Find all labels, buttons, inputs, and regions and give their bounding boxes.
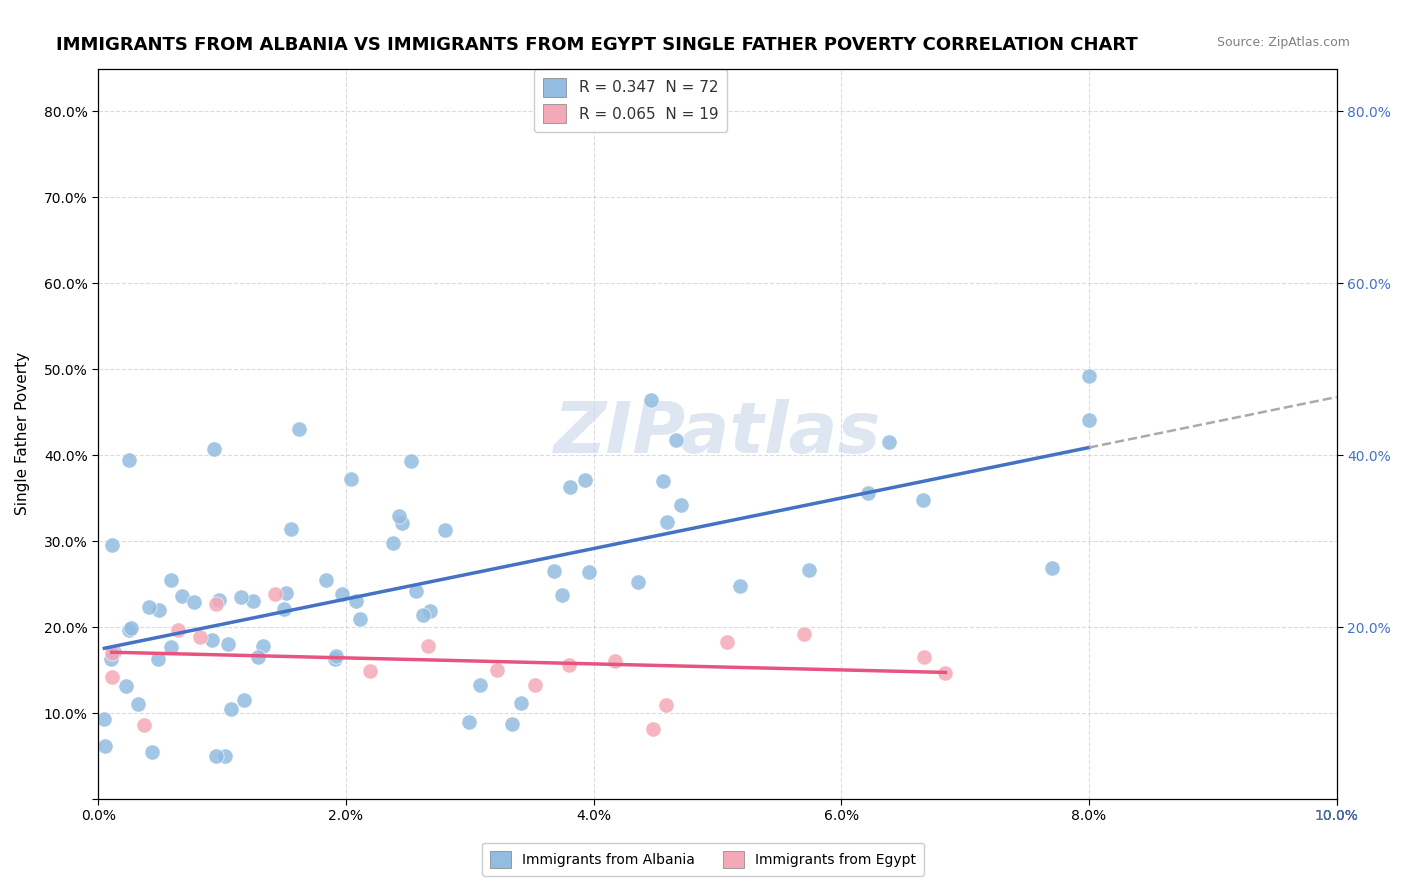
Point <box>231 591 253 605</box>
Text: ZIPatlas: ZIPatlas <box>554 400 882 468</box>
Point <box>219 702 242 716</box>
Point <box>359 664 381 678</box>
Point <box>560 480 582 494</box>
Text: IMMIGRANTS FROM ALBANIA VS IMMIGRANTS FROM EGYPT SINGLE FATHER POVERTY CORRELATI: IMMIGRANTS FROM ALBANIA VS IMMIGRANTS FR… <box>56 36 1137 54</box>
Point <box>1078 368 1101 383</box>
Point <box>205 597 228 611</box>
Point <box>349 611 371 625</box>
Point <box>543 564 565 578</box>
Point <box>419 604 441 618</box>
Legend: Immigrants from Albania, Immigrants from Egypt: Immigrants from Albania, Immigrants from… <box>482 843 924 876</box>
Text: Source: ZipAtlas.com: Source: ZipAtlas.com <box>1216 36 1350 49</box>
Point <box>339 471 361 485</box>
Point <box>655 698 678 712</box>
Point <box>1078 413 1101 427</box>
Point <box>205 749 228 764</box>
Point <box>856 486 879 500</box>
Point <box>485 663 508 677</box>
Point <box>172 589 194 603</box>
Point <box>323 652 346 666</box>
Point <box>94 739 117 753</box>
Point <box>558 658 581 673</box>
Point <box>391 516 413 530</box>
Point <box>665 433 688 447</box>
Point <box>252 640 274 654</box>
Point <box>641 723 664 737</box>
Point <box>346 594 368 608</box>
Point <box>188 630 211 644</box>
Point <box>551 588 574 602</box>
Point <box>793 627 815 641</box>
Point <box>280 522 302 536</box>
Point <box>202 442 225 456</box>
Point <box>118 453 141 467</box>
Point <box>416 639 439 653</box>
Point <box>148 603 170 617</box>
Point <box>201 632 224 647</box>
Point <box>412 607 434 622</box>
Point <box>214 749 236 764</box>
Point <box>146 652 169 666</box>
Point <box>114 679 136 693</box>
Point <box>325 649 347 664</box>
Point <box>524 678 547 692</box>
Point <box>273 601 295 615</box>
Point <box>934 666 956 681</box>
Point <box>118 623 141 637</box>
Point <box>501 717 523 731</box>
Point <box>138 599 160 614</box>
Point <box>574 474 596 488</box>
Y-axis label: Single Father Poverty: Single Father Poverty <box>15 352 30 516</box>
Point <box>640 393 662 408</box>
Point <box>100 538 122 552</box>
Point <box>127 697 149 711</box>
Point <box>468 678 491 692</box>
Point <box>912 493 935 508</box>
Point <box>728 578 751 592</box>
Point <box>276 585 298 599</box>
Point <box>652 474 675 488</box>
Point <box>799 562 821 576</box>
Point <box>627 574 650 589</box>
Point <box>288 422 311 436</box>
Point <box>716 635 738 649</box>
Point <box>434 523 457 537</box>
Point <box>877 434 900 449</box>
Point <box>264 587 287 601</box>
Point <box>217 636 239 650</box>
Point <box>101 670 124 684</box>
Point <box>233 693 256 707</box>
Point <box>100 651 122 665</box>
Point <box>912 650 935 665</box>
Point <box>655 515 678 529</box>
Point <box>141 745 163 759</box>
Point <box>160 573 183 587</box>
Point <box>330 587 353 601</box>
Point <box>134 718 156 732</box>
Point <box>247 650 270 665</box>
Point <box>160 640 183 654</box>
Point <box>242 593 264 607</box>
Point <box>401 454 423 468</box>
Point <box>509 696 531 710</box>
Point <box>315 573 337 587</box>
Point <box>207 592 229 607</box>
Point <box>457 715 479 730</box>
Point <box>93 712 115 726</box>
Point <box>100 646 122 660</box>
Point <box>183 595 205 609</box>
Point <box>578 565 600 579</box>
Point <box>120 621 142 635</box>
Point <box>1040 561 1063 575</box>
Point <box>669 498 692 512</box>
Point <box>605 654 627 668</box>
Point <box>381 535 404 549</box>
Point <box>388 508 411 523</box>
Point <box>167 623 190 637</box>
Point <box>103 645 125 659</box>
Point <box>405 584 427 599</box>
Legend: R = 0.347  N = 72, R = 0.065  N = 19: R = 0.347 N = 72, R = 0.065 N = 19 <box>534 69 727 132</box>
